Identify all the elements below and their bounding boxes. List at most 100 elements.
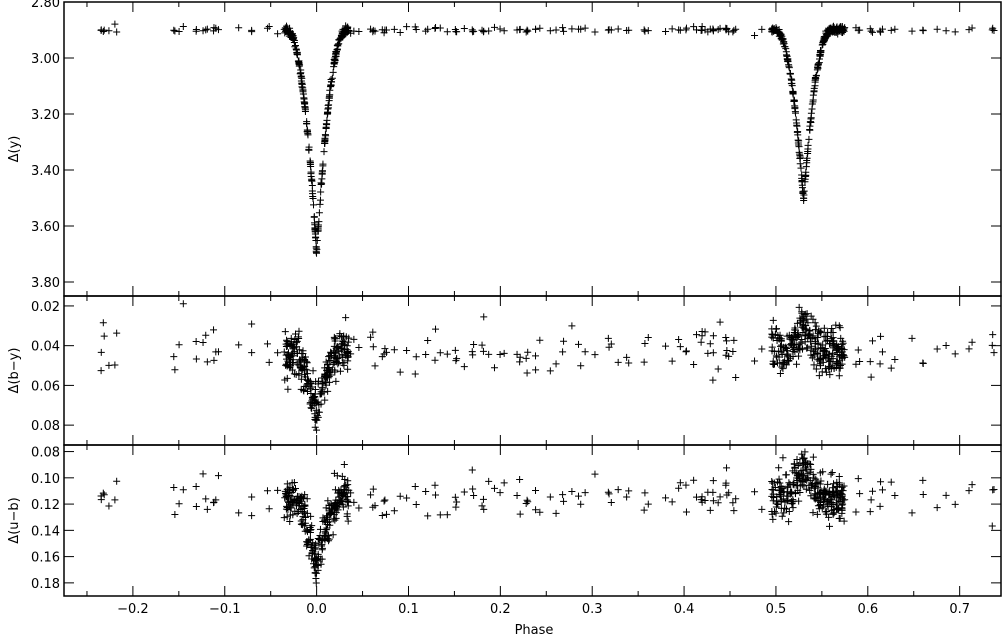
- data-point: [781, 504, 789, 512]
- data-point: [769, 316, 777, 324]
- data-point: [335, 501, 343, 509]
- data-point: [303, 509, 311, 517]
- data-point: [299, 347, 307, 355]
- data-point: [990, 486, 998, 494]
- data-point: [675, 484, 683, 492]
- y-tick-label: 0.16: [31, 551, 60, 566]
- data-point: [171, 511, 179, 519]
- data-point: [625, 26, 633, 34]
- data-point: [214, 348, 222, 356]
- data-point: [826, 522, 834, 530]
- data-point: [295, 335, 303, 343]
- data-point: [867, 496, 875, 504]
- data-point: [412, 501, 420, 509]
- data-point: [605, 490, 613, 498]
- data-point: [801, 448, 809, 456]
- data-point: [887, 364, 895, 372]
- data-point: [867, 27, 875, 35]
- data-point: [552, 26, 560, 34]
- data-point: [776, 370, 784, 378]
- data-point: [171, 366, 179, 374]
- data-point: [852, 360, 860, 368]
- data-point: [641, 489, 649, 497]
- data-point: [369, 26, 377, 34]
- data-point: [807, 312, 815, 320]
- data-point: [751, 32, 759, 40]
- data-point: [313, 236, 321, 244]
- data-point: [662, 28, 670, 36]
- data-point: [965, 26, 973, 34]
- data-point: [832, 321, 840, 329]
- data-point: [248, 320, 256, 328]
- data-point: [301, 502, 309, 510]
- data-point: [536, 508, 544, 516]
- data-point: [303, 120, 311, 128]
- data-point: [339, 503, 347, 511]
- data-point: [706, 340, 714, 348]
- data-point: [810, 361, 818, 369]
- data-point: [523, 369, 531, 377]
- data-point: [328, 78, 336, 86]
- data-point: [303, 495, 311, 503]
- data-point: [293, 51, 301, 59]
- data-point: [344, 517, 352, 525]
- data-point: [320, 388, 328, 396]
- data-point: [307, 380, 315, 388]
- data-point: [390, 346, 398, 354]
- data-point: [723, 25, 731, 33]
- data-point: [290, 478, 298, 486]
- data-point: [478, 502, 486, 510]
- data-point: [283, 336, 291, 344]
- data-point: [546, 27, 554, 35]
- data-point: [968, 338, 976, 346]
- data-point: [344, 365, 352, 373]
- data-point: [933, 345, 941, 353]
- data-point: [812, 365, 820, 373]
- data-point: [323, 116, 331, 124]
- data-point: [248, 28, 256, 36]
- data-point: [315, 218, 323, 226]
- data-point: [316, 196, 324, 204]
- data-point: [299, 494, 307, 502]
- data-point: [303, 358, 311, 366]
- data-point: [290, 33, 298, 41]
- data-point: [815, 372, 823, 380]
- data-point: [782, 361, 790, 369]
- data-point: [355, 27, 363, 35]
- data-point: [682, 481, 690, 489]
- data-point: [751, 488, 759, 496]
- data-point: [836, 362, 844, 370]
- data-point: [532, 506, 540, 514]
- data-point: [722, 479, 730, 487]
- data-point: [789, 480, 797, 488]
- data-point: [951, 350, 959, 358]
- data-point: [640, 26, 648, 34]
- data-point: [813, 333, 821, 341]
- data-point: [97, 348, 105, 356]
- data-point: [814, 60, 822, 68]
- data-point: [343, 342, 351, 350]
- data-point: [568, 25, 576, 33]
- data-point: [777, 484, 785, 492]
- data-point: [835, 372, 843, 380]
- data-point: [318, 544, 326, 552]
- data-point: [839, 339, 847, 347]
- data-point: [780, 40, 788, 48]
- data-point: [771, 483, 779, 491]
- data-point: [336, 367, 344, 375]
- y-tick-label: 0.06: [31, 379, 60, 394]
- data-point: [990, 26, 998, 34]
- data-point: [802, 325, 810, 333]
- data-point: [282, 342, 290, 350]
- data-point: [113, 28, 121, 36]
- data-point: [111, 20, 119, 28]
- data-point: [729, 347, 737, 355]
- data-point: [516, 25, 524, 33]
- data-point: [295, 327, 303, 335]
- data-point: [758, 505, 766, 513]
- data-point: [310, 213, 318, 221]
- data-point: [312, 540, 320, 548]
- data-point: [105, 361, 113, 369]
- data-point: [431, 356, 439, 364]
- data-point: [785, 508, 793, 516]
